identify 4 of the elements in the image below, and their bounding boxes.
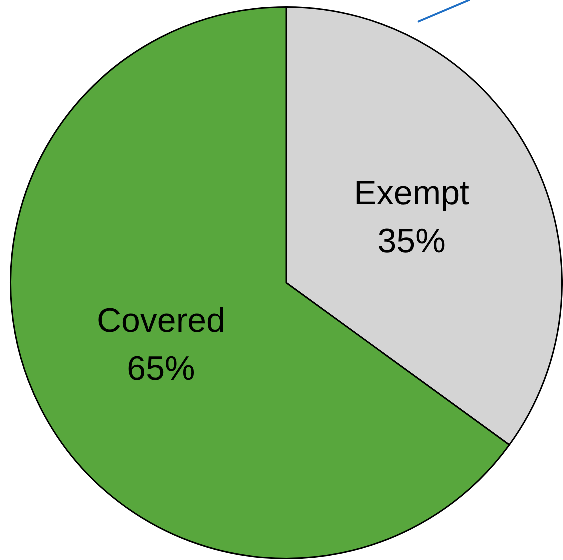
slice-label: Covered [96, 302, 226, 340]
slice-label: Exempt [354, 174, 470, 213]
data-label: 35% [378, 222, 446, 261]
data-label: 65% [127, 350, 196, 388]
